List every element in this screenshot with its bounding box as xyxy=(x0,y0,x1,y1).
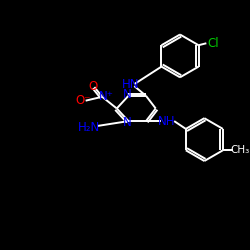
Text: Cl: Cl xyxy=(207,37,219,50)
Text: CH₃: CH₃ xyxy=(231,145,250,155)
Text: N: N xyxy=(123,116,132,128)
Text: HN: HN xyxy=(122,78,139,91)
Text: O: O xyxy=(89,80,98,92)
Text: N: N xyxy=(123,88,132,101)
Text: O⁻: O⁻ xyxy=(75,94,90,107)
Text: H₂N: H₂N xyxy=(78,122,100,134)
Text: N⁺: N⁺ xyxy=(99,90,114,103)
Text: NH: NH xyxy=(158,114,175,128)
